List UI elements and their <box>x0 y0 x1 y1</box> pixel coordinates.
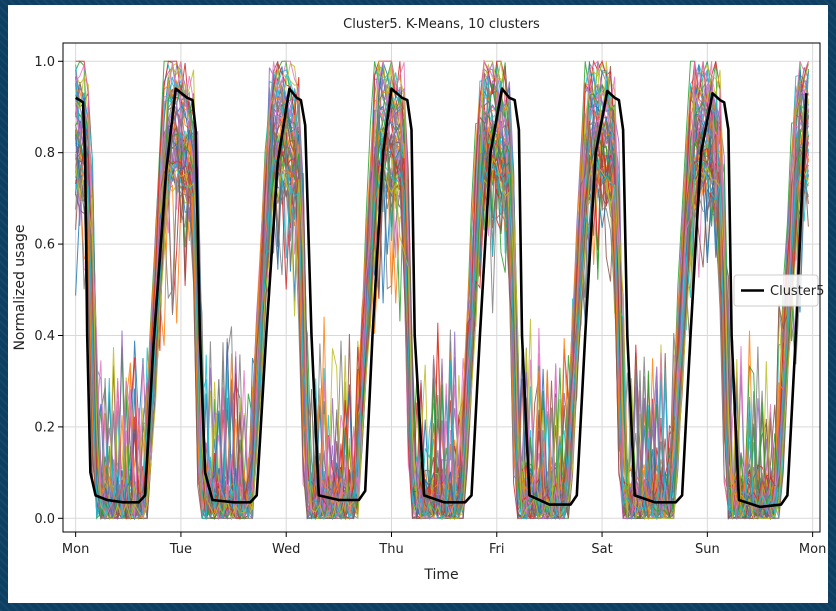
x-tick-label: Thu <box>378 542 403 557</box>
y-tick-label: 0.0 <box>34 512 55 527</box>
member-series-layer <box>75 59 809 521</box>
chart-title: Cluster5. K-Means, 10 clusters <box>343 17 540 32</box>
y-tick-label: 0.6 <box>34 238 55 253</box>
x-tick-label: Wed <box>272 542 300 557</box>
x-tick-label: Tue <box>169 542 192 557</box>
y-axis-label: Normalized usage <box>12 224 28 350</box>
y-tick-label: 1.0 <box>34 55 55 70</box>
x-tick-label: Sat <box>591 542 612 557</box>
x-tick-label: Mon <box>62 542 89 557</box>
x-tick-label: Sun <box>695 542 720 557</box>
plot-area-border <box>62 42 821 533</box>
x-axis-label: Time <box>423 567 458 583</box>
member-series-line <box>75 115 809 520</box>
member-series-line <box>75 157 809 521</box>
tick-layer: 0.0 0.2 0.4 0.6 0.8 1.0 Mon Tue Wed Thu Fri Sat Sun M… <box>34 55 826 557</box>
usage-chart: 0.0 0.2 0.4 0.6 0.8 1.0 Mon Tue Wed Thu Fri Sat Sun M… <box>12 17 826 583</box>
centroid-layer <box>74 87 808 509</box>
legend-box <box>733 274 819 307</box>
y-tick-label: 0.2 <box>34 420 55 435</box>
x-tick-label: Fri <box>489 542 505 557</box>
legend-label-cluster5: Cluster5 <box>770 284 824 299</box>
legend: Cluster5 <box>733 274 824 307</box>
chart-frame: 0.0 0.2 0.4 0.6 0.8 1.0 Mon Tue Wed Thu Fri Sat Sun M… <box>8 5 828 603</box>
y-tick-label: 0.8 <box>34 146 55 161</box>
x-tick-label: Mon <box>799 542 826 557</box>
series-line-cluster5 <box>74 87 808 509</box>
y-tick-label: 0.4 <box>34 329 55 344</box>
